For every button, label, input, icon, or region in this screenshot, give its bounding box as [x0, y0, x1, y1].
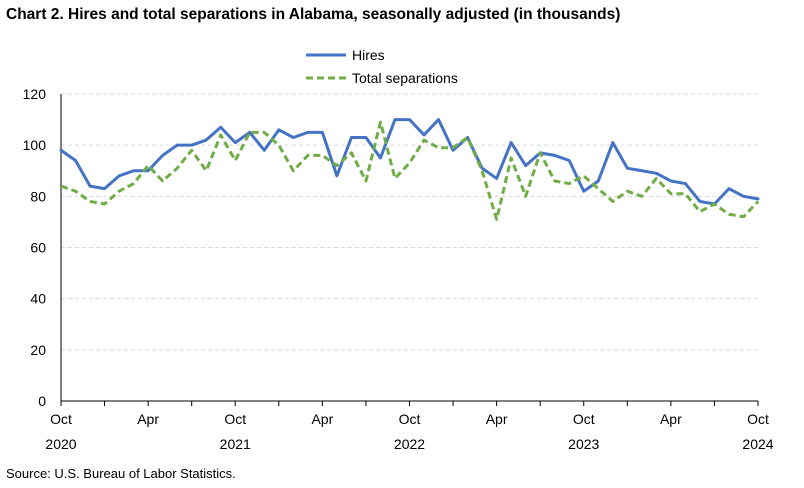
y-tick-label-80: 80 [30, 188, 46, 204]
x-tick-label-oct: Oct [747, 411, 769, 427]
y-tick-label-40: 40 [30, 291, 46, 307]
gridlines [61, 93, 758, 351]
x-tick-label-oct: Oct [573, 411, 595, 427]
x-tick-year-2023: 2023 [568, 436, 599, 452]
y-tick-label-120: 120 [23, 86, 47, 102]
x-tick-year-2024: 2024 [742, 436, 773, 452]
x-tick-label-apr: Apr [660, 411, 682, 427]
legend: Hires Total separations [306, 47, 458, 86]
series-lines [59, 118, 760, 221]
y-tick-label-60: 60 [30, 240, 46, 256]
axes: 0 20 40 60 80 100 120 Oct 2020 Apr Oct 2021 Apr Oct 20… [23, 86, 774, 452]
x-tick-label-apr: Apr [486, 411, 508, 427]
y-tick-label-20: 20 [30, 342, 46, 358]
source-note: Source: U.S. Bureau of Labor Statistics. [6, 466, 236, 481]
x-tick-label-oct: Oct [399, 411, 421, 427]
total-separations-line [60, 120, 760, 221]
x-tick-label-apr: Apr [137, 411, 159, 427]
y-tick-label-100: 100 [23, 137, 47, 153]
x-tick-label-apr: Apr [311, 411, 333, 427]
x-tick-year-2021: 2021 [220, 436, 251, 452]
x-tick-year-2020: 2020 [45, 436, 76, 452]
chart-title: Chart 2. Hires and total separations in … [6, 6, 621, 23]
x-tick-label-oct: Oct [224, 411, 246, 427]
hires-line [59, 118, 760, 206]
legend-label-hires: Hires [352, 47, 385, 63]
x-tick-year-2022: 2022 [394, 436, 425, 452]
x-tick-label-oct: Oct [50, 411, 72, 427]
legend-label-total-separations: Total separations [352, 70, 458, 86]
y-tick-label-0: 0 [38, 393, 46, 409]
